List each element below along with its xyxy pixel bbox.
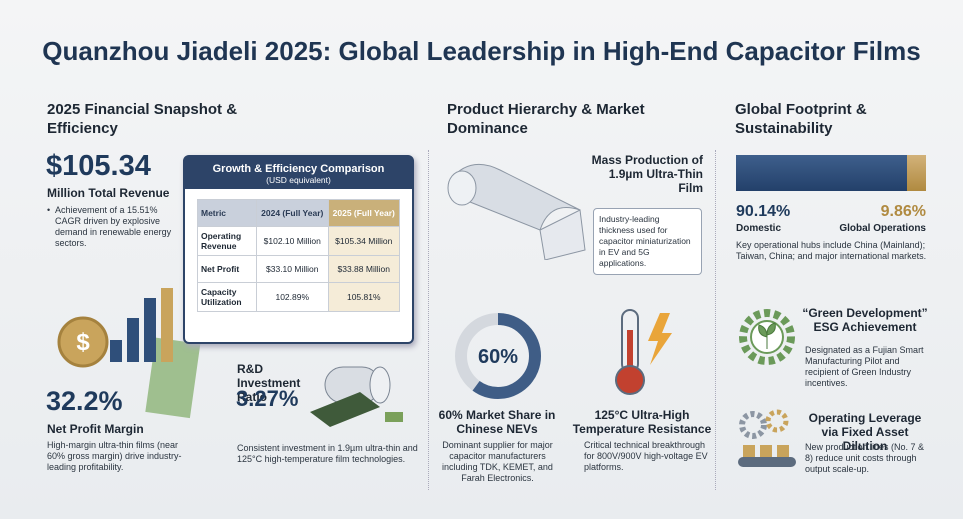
finance-illustration: $: [57, 288, 201, 419]
table-cell: Operating Revenue: [197, 226, 257, 256]
esg-icon: [739, 309, 795, 365]
decoration: [310, 392, 380, 427]
temp-note: Critical technical breakthrough for 800V…: [584, 440, 708, 472]
esg-title: “Green Development” ESG Achievement: [802, 306, 928, 334]
decoration: [447, 170, 477, 206]
temp-title: 125°C Ultra-High Temperature Resistance: [572, 408, 712, 436]
margin-note: High-margin ultra-thin films (near 60% g…: [47, 440, 182, 472]
share-note: Dominant supplier for major capacitor ma…: [442, 440, 553, 483]
margin-value: 32.2%: [46, 386, 123, 416]
decoration: [648, 313, 672, 365]
section-heading: 2025 Financial Snapshot & Efficiency: [47, 101, 238, 137]
decoration: [777, 445, 789, 457]
table-cell: $33.88 Million: [327, 255, 400, 283]
revenue-value: $105.34: [46, 150, 151, 182]
overseas-label: Global Operations: [839, 223, 926, 234]
decoration: [144, 298, 156, 362]
share-donut: 60%: [455, 313, 541, 399]
header-cell: 2024 (Full Year): [256, 199, 329, 227]
decoration: $: [76, 329, 90, 356]
donut-label: 60%: [478, 346, 518, 368]
divider: [428, 150, 429, 490]
header-cell: Metric: [197, 199, 257, 227]
table-cell: Capacity Utilization: [197, 282, 257, 312]
table-cell: $105.34 Million: [327, 226, 400, 256]
revenue-label: Million Total Revenue: [47, 186, 170, 200]
film-illustration: [447, 163, 586, 260]
domestic-segment: [736, 155, 908, 191]
footprint-bar: [736, 155, 926, 191]
comparison-table: Metric 2024 (Full Year) 2025 (Full Year) Op…: [197, 199, 400, 312]
decoration: [385, 412, 403, 422]
decoration: [758, 322, 776, 349]
decoration: [110, 340, 122, 362]
share-title: 60% Market Share in Chinese NEVs: [438, 408, 556, 436]
film-roll-icon: [310, 366, 403, 427]
decoration: [57, 316, 109, 368]
gears-icon: [738, 409, 796, 467]
decoration: [369, 366, 391, 404]
domestic-label: Domestic: [736, 223, 782, 234]
leverage-title: Operating Leverage via Fixed Asset Dilut…: [808, 411, 922, 453]
esg-note: Designated as a Fujian Smart Manufacturi…: [805, 345, 924, 388]
decoration: [127, 318, 139, 362]
page-title: Quanzhou Jiadeli 2025: Global Leadership…: [42, 36, 921, 66]
decoration: [738, 457, 796, 467]
section-heading: Product Hierarchy & Market Dominance: [447, 101, 645, 137]
table-cell: 105.81%: [327, 282, 400, 312]
table-cell: $33.10 Million: [256, 255, 329, 283]
thermometer-icon: [615, 309, 672, 395]
decoration: [145, 337, 201, 419]
decoration: [739, 309, 795, 365]
card-subtitle: (USD equivalent): [266, 175, 331, 185]
revenue-note: • Achievement of a 15.51% CAGR driven by …: [47, 205, 185, 249]
decoration: [627, 330, 633, 375]
decoration: [760, 445, 772, 457]
decoration: [765, 409, 789, 433]
card-header: Growth & Efficiency Comparison (USD equi…: [185, 157, 412, 189]
decoration: [615, 365, 645, 395]
film-title: Mass Production of 1.9µm Ultra-Thin Film: [591, 153, 703, 195]
section-heading: Global Footprint & Sustainability: [735, 101, 867, 137]
overseas-segment: [907, 155, 926, 191]
film-note: Industry-leading thickness used for capa…: [593, 208, 702, 275]
decoration: [539, 209, 586, 260]
decoration: [161, 288, 173, 362]
card-title: Growth & Efficiency Comparison: [212, 163, 385, 175]
comparison-card: Growth & Efficiency Comparison (USD equi…: [183, 155, 414, 344]
leverage-note: New production lines (No. 7 & 8) reduce …: [805, 442, 925, 474]
hubs-note: Key operational hubs include China (Main…: [736, 240, 927, 261]
rd-label: R&D Investment Ratio: [237, 362, 301, 404]
margin-label: Net Profit Margin: [47, 422, 144, 436]
rd-note: Consistent investment in 1.9µm ultra-thi…: [237, 443, 418, 464]
decoration: [739, 411, 767, 439]
divider: [715, 150, 716, 490]
domestic-value: 90.14%: [736, 203, 791, 220]
table-cell: $102.10 Million: [256, 226, 329, 256]
note-text: Achievement of a 15.51% CAGR driven by e…: [55, 205, 172, 248]
donut-arc: [455, 313, 541, 399]
overseas-value: 9.86%: [880, 203, 926, 220]
table-row: Net Profit $33.10 Million $33.88 Million: [197, 255, 400, 283]
header-cell: 2025 (Full Year): [327, 199, 400, 227]
table-cell: 102.89%: [256, 282, 329, 312]
table-row: Capacity Utilization 102.89% 105.81%: [197, 282, 400, 312]
table-header-row: Metric 2024 (Full Year) 2025 (Full Year): [197, 199, 400, 227]
decoration: [743, 445, 755, 457]
table-cell: Net Profit: [197, 255, 257, 283]
rd-value: 3.27%: [236, 386, 299, 411]
decoration: •: [47, 205, 51, 215]
table-row: Operating Revenue $102.10 Million $105.34 …: [197, 226, 400, 256]
